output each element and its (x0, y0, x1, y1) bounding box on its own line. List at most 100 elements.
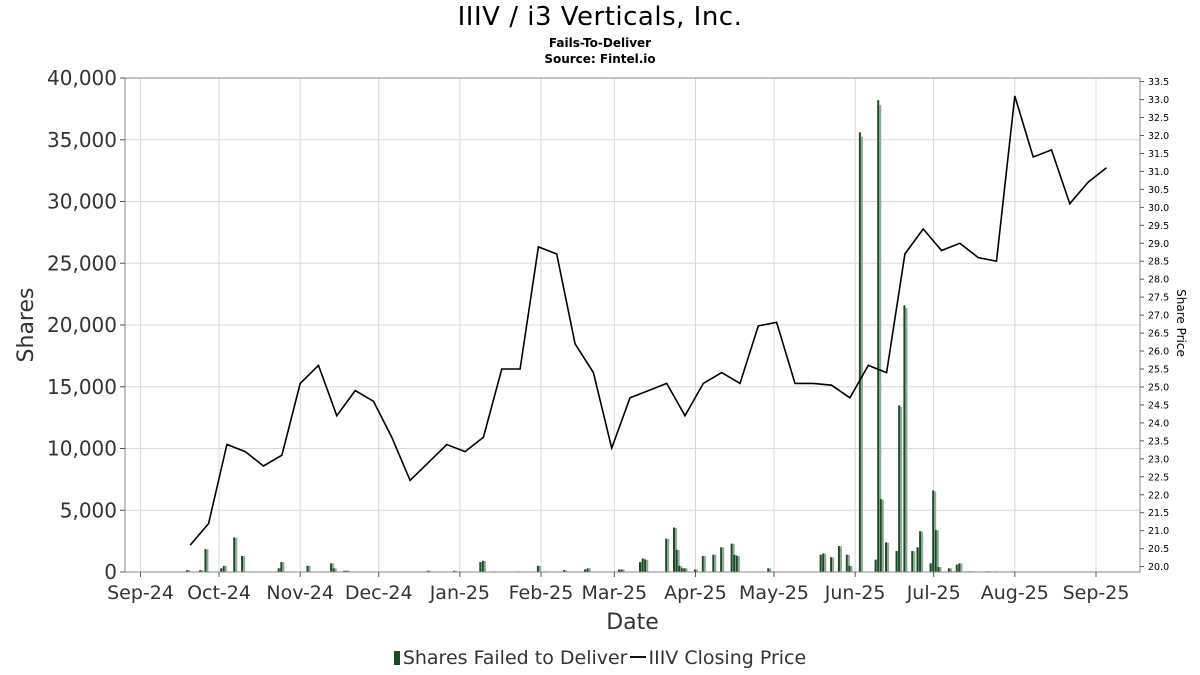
legend-line-swatch (629, 656, 646, 658)
ftd-bar (819, 554, 822, 572)
y2-tick-label: 28.5 (1148, 257, 1169, 268)
y-tick-label: 10,000 (47, 437, 117, 461)
ftd-bar (919, 531, 922, 572)
y-tick-label: 15,000 (47, 375, 117, 399)
x-tick-label: Sep-24 (107, 582, 174, 604)
axes: 0 5,000 10,000 15,000 20,000 25,000 30,000 35,0… (47, 66, 1169, 604)
chart-subtitle: Fails-To-Deliver (548, 36, 652, 50)
ftd-bar (641, 558, 644, 572)
x-tick-label: Jun-25 (824, 582, 886, 604)
price-line-layer (189, 95, 1107, 546)
ftd-bar (199, 570, 202, 572)
ftd-bar (241, 555, 244, 572)
ftd-bar (644, 559, 647, 572)
ftd-bar (837, 546, 840, 572)
ftd-bar-shadow (921, 531, 924, 572)
ftd-bar-shadow (685, 568, 688, 572)
ftd-bar-shadow (455, 570, 458, 572)
ftd-bar-shadow (334, 568, 337, 572)
ftd-bar-shadow (332, 563, 335, 572)
ftd-bar-shadow (188, 570, 191, 572)
y2-tick-label: 33.0 (1148, 95, 1169, 106)
x-tick-label: Jul-25 (906, 582, 961, 604)
y2-tick-label: 23.0 (1148, 454, 1169, 465)
y2-tick-label: 21.0 (1148, 526, 1169, 537)
ftd-bar-shadow (347, 570, 350, 572)
chart-title: IIIV / i3 Verticals, Inc. (457, 2, 743, 32)
ftd-bar (536, 565, 539, 572)
ftd-bar-shadow (224, 565, 227, 572)
grid (125, 77, 1140, 573)
ftd-bar (620, 569, 623, 572)
ftd-bar-shadow (703, 556, 706, 572)
ftd-bar (848, 565, 851, 572)
ftd-bar (858, 132, 861, 572)
ftd-bar-shadow (565, 570, 568, 572)
ftd-bar (958, 563, 961, 572)
ftd-bar (955, 564, 958, 572)
ftd-bar (885, 542, 888, 572)
ftd-bar-shadow (960, 563, 963, 572)
y2-tick-label: 25.5 (1148, 365, 1169, 376)
ftd-bar-shadow (308, 565, 311, 572)
ftd-bar-shadow (243, 556, 246, 572)
ftd-bar (767, 568, 770, 572)
y2-tick-label: 33.5 (1148, 77, 1169, 88)
ftd-bar (332, 568, 335, 572)
ftd-bar (916, 547, 919, 572)
ftd-bar-shadow (235, 537, 238, 572)
ftd-bar (911, 551, 914, 572)
ftd-bar-shadow (201, 570, 204, 572)
ftd-bar-shadow (936, 530, 939, 572)
ftd-bar-shadow (737, 556, 740, 572)
ftd-bar-shadow (881, 499, 884, 572)
ftd-bar-shadow (695, 569, 698, 572)
ftd-bar-shadow (282, 562, 285, 572)
ftd-bar (693, 569, 696, 572)
y2-tick-label: 27.0 (1148, 311, 1169, 322)
y2-tick-label: 32.0 (1148, 131, 1169, 142)
chart-source: Source: Fintel.io (544, 52, 656, 66)
ftd-bar (932, 490, 935, 572)
ftd-bar (895, 551, 898, 572)
legend-bar-swatch (393, 651, 400, 665)
ftd-bar (879, 499, 882, 572)
ftd-bar-shadow (879, 104, 882, 573)
ftd-bar (343, 570, 346, 572)
ftd-bar-shadow (824, 553, 827, 572)
ftd-bar (937, 567, 940, 572)
ftd-bar-shadow (900, 406, 903, 572)
ftd-bar-shadow (905, 307, 908, 572)
y2-tick-label: 20.0 (1148, 562, 1169, 573)
ftd-bar (845, 554, 848, 572)
ftd-bar-shadow (714, 554, 717, 572)
x-tick-label: Sep-25 (1063, 582, 1130, 604)
ftd-bar (947, 568, 950, 572)
ftd-bar (683, 568, 686, 572)
x-tick-label: May-25 (739, 582, 809, 604)
x-tick-label: Dec-24 (345, 582, 413, 604)
ftd-bar (929, 563, 932, 572)
ftd-bar (479, 562, 482, 572)
ftd-bar (453, 570, 456, 572)
legend-line-label: IIIV Closing Price (648, 647, 807, 669)
ftd-bar-shadow (860, 136, 863, 572)
ftd-bar (222, 565, 225, 572)
y2-tick-label: 23.5 (1148, 436, 1169, 447)
ftd-bar-shadow (646, 559, 649, 572)
ftd-bar (680, 568, 683, 572)
ftd-bar (720, 547, 723, 572)
ftd-bar-shadow (588, 568, 591, 572)
ftd-bar-shadow (847, 554, 850, 572)
y-tick-label: 25,000 (47, 251, 117, 275)
ftd-bar (898, 405, 901, 572)
ftd-bar (277, 568, 280, 572)
ftd-bar-shadow (722, 547, 725, 572)
ftd-bar-shadow (622, 569, 625, 572)
ftd-bar (280, 562, 283, 572)
ftd-bar-shadow (677, 549, 680, 572)
y2-tick-label: 21.5 (1148, 508, 1169, 519)
ftd-bar-shadow (769, 568, 772, 572)
y2-tick-label: 27.5 (1148, 293, 1169, 304)
